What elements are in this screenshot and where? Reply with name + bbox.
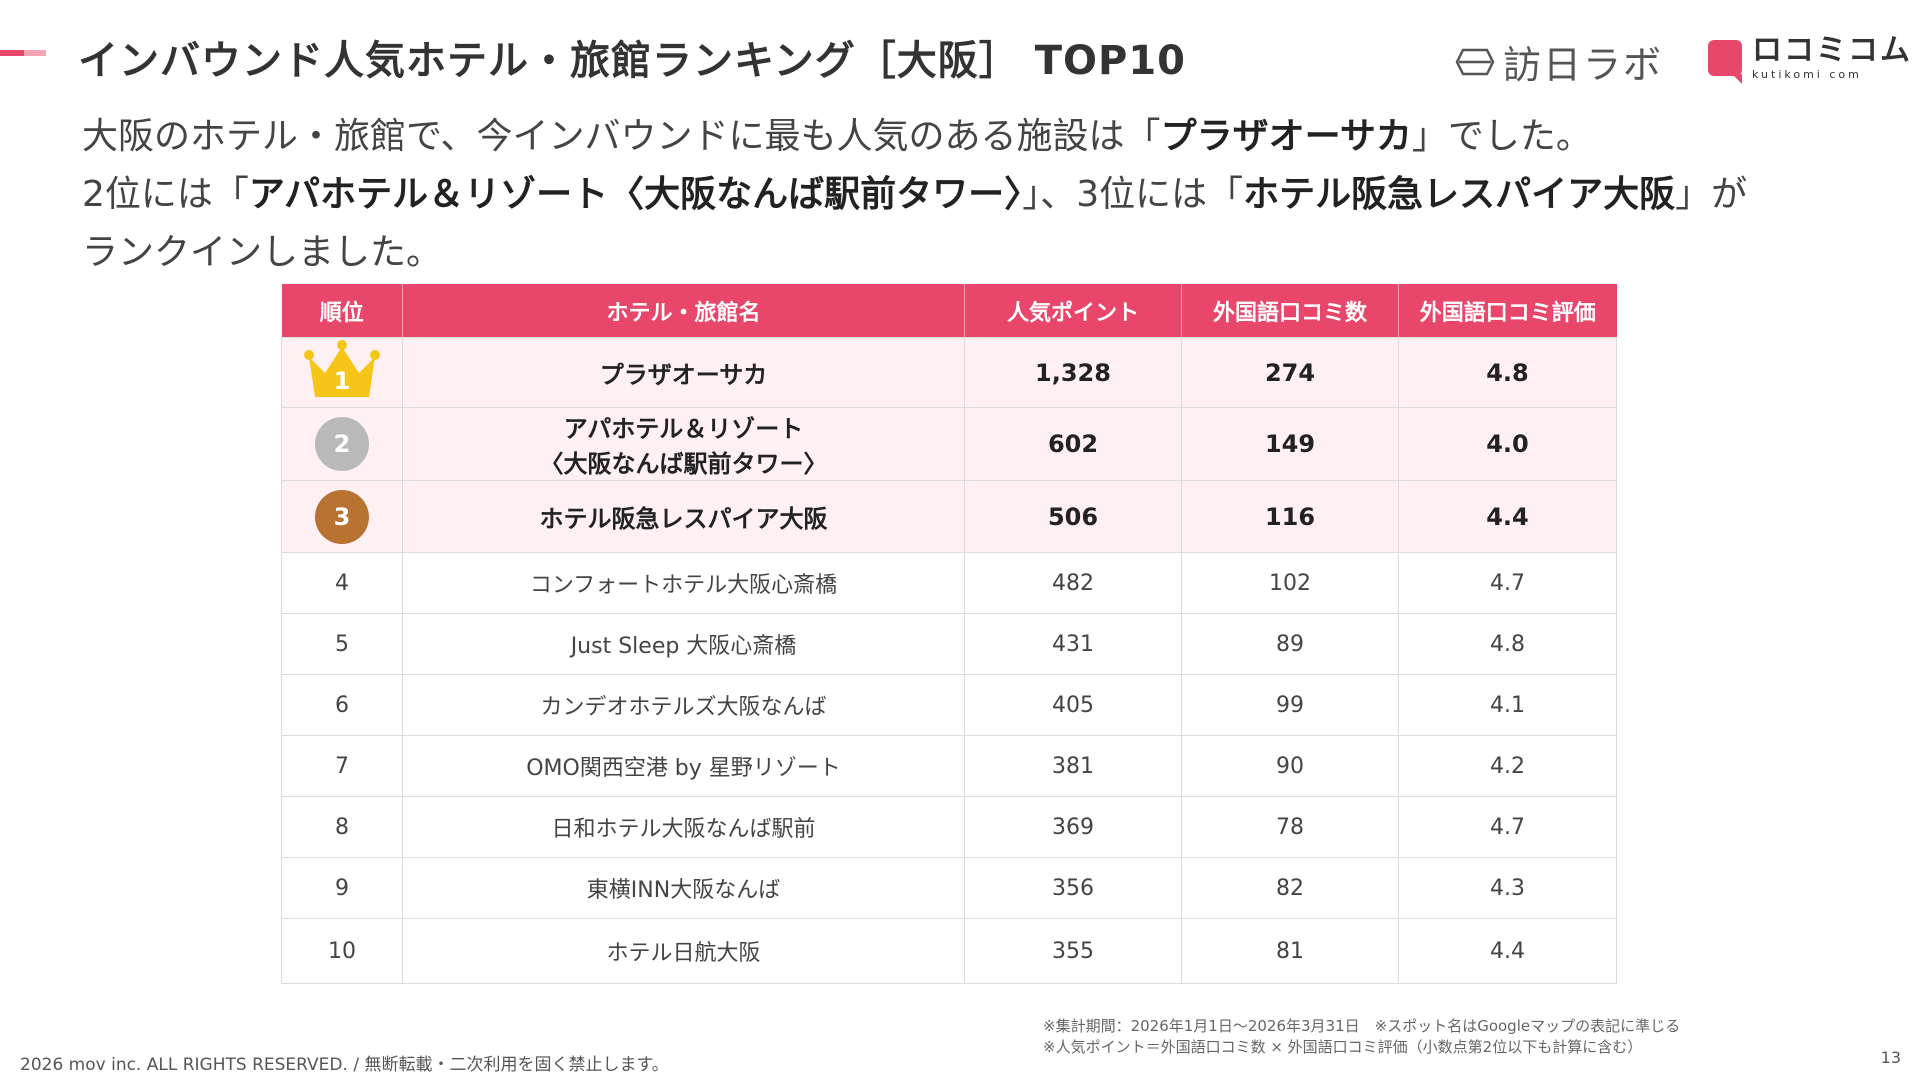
hotel-name: アパホテル＆リゾート 〈大阪なんば駅前タワー〉: [402, 407, 965, 481]
rank-number: 1: [333, 366, 351, 395]
hotel-name: プラザオーサカ: [402, 337, 965, 408]
header-points: 人気ポイント: [964, 284, 1182, 338]
hotel-name-line-1: アパホテル＆リゾート: [563, 415, 804, 443]
header-name: ホテル・旅館名: [402, 284, 965, 338]
table-row: 5 Just Sleep 大阪心斎橋 431 89 4.8: [281, 613, 1617, 675]
hotel-name: コンフォートホテル大阪心斎橋: [402, 552, 965, 614]
table-row: 10 ホテル日航大阪 355 81 4.4: [281, 918, 1617, 984]
points: 506: [964, 480, 1182, 553]
copyright: 2026 mov inc. ALL RIGHTS RESERVED. / 無断転…: [20, 1055, 669, 1075]
kutikomi-logo: ロコミコム kutikomi com: [1708, 33, 1912, 84]
review-rating: 4.7: [1398, 552, 1617, 614]
review-rating: 4.3: [1398, 857, 1617, 919]
hotel-name: Just Sleep 大阪心斎橋: [402, 613, 965, 675]
rank-number: 10: [281, 918, 403, 984]
hotel-name: カンデオホテルズ大阪なんば: [402, 674, 965, 736]
review-count: 116: [1181, 480, 1399, 553]
table-row: 3 ホテル阪急レスパイア大阪 506 116 4.4: [281, 480, 1617, 553]
table-row: 1 プラザオーサカ 1,328 274 4.8: [281, 337, 1617, 408]
silver-medal-icon: 2: [315, 417, 369, 471]
review-count: 99: [1181, 674, 1399, 736]
review-rating: 4.7: [1398, 796, 1617, 858]
houjin-labo-text: 訪日ラボ: [1503, 43, 1664, 87]
review-count: 89: [1181, 613, 1399, 675]
review-rating: 4.0: [1398, 407, 1617, 481]
review-count: 81: [1181, 918, 1399, 984]
crown-icon: 1: [303, 339, 381, 401]
review-count: 274: [1181, 337, 1399, 408]
accent-bar-light: [24, 50, 46, 56]
review-rating: 4.8: [1398, 337, 1617, 408]
kutikomi-bubble-icon: [1708, 40, 1742, 84]
table-row: 8 日和ホテル大阪なんば駅前 369 78 4.7: [281, 796, 1617, 858]
hotel-name-line-2: 〈大阪なんば駅前タワー〉: [539, 450, 828, 478]
kutikomi-subtext: kutikomi com: [1752, 68, 1862, 81]
intro-line-1: 大阪のホテル・旅館で、今インバウンドに最も人気のある施設は「プラザオーサカ」でし…: [82, 116, 1592, 157]
rank-number: 7: [281, 735, 403, 797]
page-title: インバウンド人気ホテル・旅館ランキング［大阪］ TOP10: [78, 38, 1186, 84]
points: 1,328: [964, 337, 1182, 408]
bronze-medal-icon: 3: [315, 489, 369, 544]
ranking-table: 順位 ホテル・旅館名 人気ポイント 外国語口コミ数 外国語口コミ評価 1 プ: [281, 284, 1617, 984]
hotel-name: OMO関西空港 by 星野リゾート: [402, 735, 965, 797]
review-count: 102: [1181, 552, 1399, 614]
review-rating: 4.8: [1398, 613, 1617, 675]
rank-cell: 1: [281, 337, 403, 408]
review-rating: 4.4: [1398, 480, 1617, 553]
kutikomi-text: ロコミコム: [1752, 33, 1912, 68]
rank-number: 9: [281, 857, 403, 919]
accent-bar-dark: [0, 50, 24, 56]
footnote-1: ※集計期間：2026年1月1日〜2026年3月31日 ※スポット名はGoogle…: [1043, 1017, 1681, 1035]
rank-number: 5: [281, 613, 403, 675]
table-row: 6 カンデオホテルズ大阪なんば 405 99 4.1: [281, 674, 1617, 736]
review-rating: 4.2: [1398, 735, 1617, 797]
rank-number: 4: [281, 552, 403, 614]
points: 381: [964, 735, 1182, 797]
header-rank: 順位: [281, 284, 403, 338]
footnotes: ※集計期間：2026年1月1日〜2026年3月31日 ※スポット名はGoogle…: [1043, 1016, 1680, 1058]
houjin-labo-logo: 訪日ラボ: [1455, 34, 1663, 89]
table-row: 2 アパホテル＆リゾート 〈大阪なんば駅前タワー〉 602 149 4.0: [281, 407, 1617, 481]
review-count: 82: [1181, 857, 1399, 919]
points: 355: [964, 918, 1182, 984]
header-review-rating: 外国語口コミ評価: [1398, 284, 1617, 338]
points: 356: [964, 857, 1182, 919]
rank-cell: 3: [281, 480, 403, 553]
table-row: 7 OMO関西空港 by 星野リゾート 381 90 4.2: [281, 735, 1617, 797]
review-rating: 4.1: [1398, 674, 1617, 736]
table-row: 4 コンフォートホテル大阪心斎橋 482 102 4.7: [281, 552, 1617, 614]
hotel-name: 日和ホテル大阪なんば駅前: [402, 796, 965, 858]
points: 431: [964, 613, 1182, 675]
review-rating: 4.4: [1398, 918, 1617, 984]
review-count: 90: [1181, 735, 1399, 797]
houjin-labo-mark-icon: [1455, 48, 1495, 75]
review-count: 78: [1181, 796, 1399, 858]
points: 482: [964, 552, 1182, 614]
points: 369: [964, 796, 1182, 858]
rank-number: 8: [281, 796, 403, 858]
rank-cell: 2: [281, 407, 403, 481]
header-review-count: 外国語口コミ数: [1181, 284, 1399, 338]
intro-line-2: 2位には「アパホテル＆リゾート〈大阪なんば駅前タワー〉」、3位には「ホテル阪急レ…: [82, 174, 1748, 215]
page-number: 13: [1880, 1048, 1901, 1067]
hotel-name: ホテル阪急レスパイア大阪: [402, 480, 965, 553]
review-count: 149: [1181, 407, 1399, 481]
hotel-name: 東横INN大阪なんば: [402, 857, 965, 919]
intro-paragraph: 大阪のホテル・旅館で、今インバウンドに最も人気のある施設は「プラザオーサカ」でし…: [82, 108, 1862, 282]
rank-number: 6: [281, 674, 403, 736]
points: 602: [964, 407, 1182, 481]
table-header-row: 順位 ホテル・旅館名 人気ポイント 外国語口コミ数 外国語口コミ評価: [281, 284, 1617, 338]
points: 405: [964, 674, 1182, 736]
hotel-name: ホテル日航大阪: [402, 918, 965, 984]
intro-line-3: ランクインしました。: [82, 232, 443, 273]
footnote-2: ※人気ポイント＝外国語口コミ数 × 外国語口コミ評価（小数点第2位以下も計算に含…: [1043, 1038, 1643, 1056]
table-row: 9 東横INN大阪なんば 356 82 4.3: [281, 857, 1617, 919]
